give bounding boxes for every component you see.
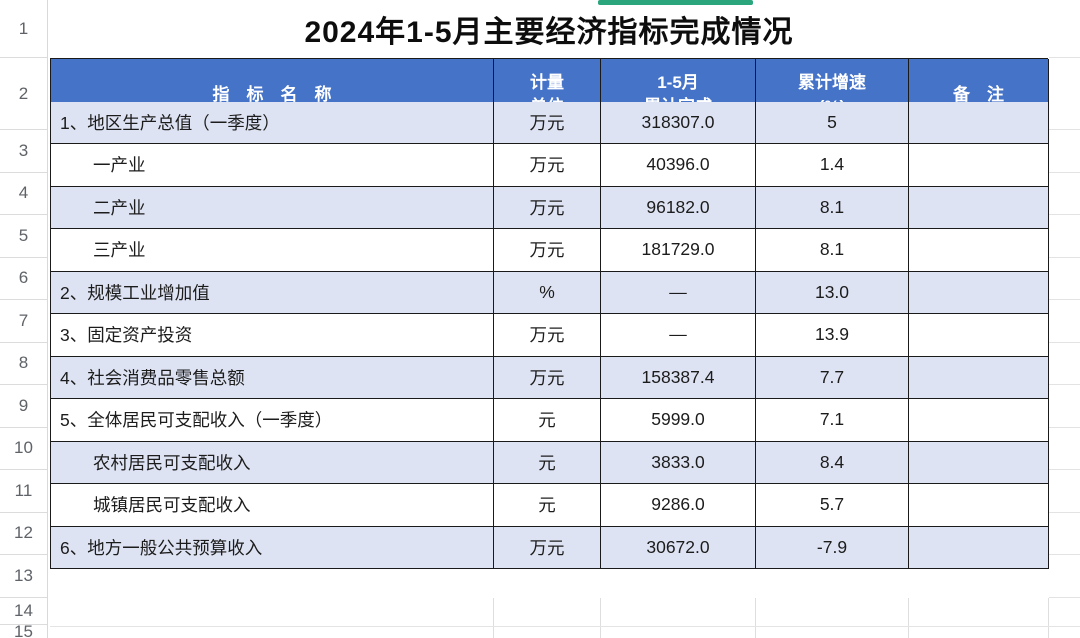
value-cell[interactable]: 30672.0 [601, 526, 756, 569]
indicator-cell[interactable]: 6、地方一般公共预算收入 [51, 526, 494, 569]
row-number[interactable]: 1 [0, 0, 47, 58]
title-cell[interactable]: 2024年1-5月主要经济指标完成情况 [50, 0, 1048, 58]
unit-cell[interactable]: 元 [494, 484, 601, 527]
note-cell[interactable] [909, 314, 1049, 357]
growth-cell[interactable]: 7.7 [756, 356, 909, 399]
note-cell[interactable] [909, 186, 1049, 229]
growth-cell[interactable]: 1.4 [756, 144, 909, 187]
value-cell[interactable]: 5999.0 [601, 399, 756, 442]
value-cell[interactable]: 158387.4 [601, 356, 756, 399]
note-cell[interactable] [909, 101, 1049, 144]
column-selection-bar [598, 0, 753, 5]
row-number[interactable]: 13 [0, 555, 47, 598]
unit-cell[interactable]: 万元 [494, 186, 601, 229]
indicator-cell[interactable]: 城镇居民可支配收入 [51, 484, 494, 527]
note-cell[interactable] [909, 399, 1049, 442]
row-number[interactable]: 12 [0, 513, 47, 555]
unit-cell[interactable]: 万元 [494, 101, 601, 144]
growth-cell[interactable]: 8.1 [756, 229, 909, 272]
note-cell[interactable] [909, 144, 1049, 187]
unit-cell[interactable]: 元 [494, 441, 601, 484]
row-number[interactable]: 4 [0, 173, 47, 215]
unit-cell[interactable]: 万元 [494, 314, 601, 357]
growth-cell[interactable]: -7.9 [756, 526, 909, 569]
row-number[interactable]: 6 [0, 258, 47, 300]
row-number[interactable]: 9 [0, 385, 47, 428]
note-cell[interactable] [909, 356, 1049, 399]
row-number[interactable]: 5 [0, 215, 47, 258]
growth-cell[interactable]: 5 [756, 101, 909, 144]
value-cell[interactable]: — [601, 271, 756, 314]
indicator-cell[interactable]: 二产业 [51, 186, 494, 229]
unit-cell[interactable]: 万元 [494, 144, 601, 187]
row-number[interactable]: 8 [0, 343, 47, 385]
row-number[interactable]: 3 [0, 130, 47, 173]
unit-cell[interactable]: 万元 [494, 526, 601, 569]
value-cell[interactable]: 9286.0 [601, 484, 756, 527]
value-cell[interactable]: 96182.0 [601, 186, 756, 229]
row-number[interactable]: 7 [0, 300, 47, 343]
value-cell[interactable]: 3833.0 [601, 441, 756, 484]
value-cell[interactable]: — [601, 314, 756, 357]
growth-cell[interactable]: 8.4 [756, 441, 909, 484]
note-cell[interactable] [909, 526, 1049, 569]
note-cell[interactable] [909, 441, 1049, 484]
indicator-cell[interactable]: 5、全体居民可支配收入（一季度） [51, 399, 494, 442]
indicator-cell[interactable]: 2、规模工业增加值 [51, 271, 494, 314]
unit-cell[interactable]: % [494, 271, 601, 314]
empty-column [1049, 0, 1080, 598]
indicator-cell[interactable]: 三产业 [51, 229, 494, 272]
indicator-cell[interactable]: 农村居民可支配收入 [51, 441, 494, 484]
indicator-cell[interactable]: 4、社会消费品零售总额 [51, 356, 494, 399]
sheet-title: 2024年1-5月主要经济指标完成情况 [304, 16, 794, 49]
unit-cell[interactable]: 万元 [494, 356, 601, 399]
indicator-cell[interactable]: 1、地区生产总值（一季度） [51, 101, 494, 144]
note-cell[interactable] [909, 484, 1049, 527]
indicator-cell[interactable]: 3、固定资产投资 [51, 314, 494, 357]
row-number[interactable]: 10 [0, 428, 47, 470]
growth-cell[interactable]: 7.1 [756, 399, 909, 442]
row-number[interactable]: 15 [14, 621, 33, 638]
growth-cell[interactable]: 13.0 [756, 271, 909, 314]
value-cell[interactable]: 318307.0 [601, 101, 756, 144]
note-cell[interactable] [909, 229, 1049, 272]
empty-rows-area [50, 597, 1080, 638]
indicators-table: 指 标 名 称 计量 单位 1-5月 累计完成 累计增速 (%) 备 注 1、地… [50, 58, 1049, 569]
indicator-cell[interactable]: 一产业 [51, 144, 494, 187]
row-number[interactable]: 11 [0, 470, 47, 513]
note-cell[interactable] [909, 271, 1049, 314]
row-number-gutter: 1 2 3 4 5 6 7 8 9 10 11 12 13 14 15 [0, 0, 48, 638]
unit-cell[interactable]: 元 [494, 399, 601, 442]
growth-cell[interactable]: 13.9 [756, 314, 909, 357]
value-cell[interactable]: 181729.0 [601, 229, 756, 272]
row-number[interactable]: 2 [0, 58, 47, 130]
row-number[interactable]: 14 [0, 598, 47, 625]
value-cell[interactable]: 40396.0 [601, 144, 756, 187]
growth-cell[interactable]: 8.1 [756, 186, 909, 229]
unit-cell[interactable]: 万元 [494, 229, 601, 272]
growth-cell[interactable]: 5.7 [756, 484, 909, 527]
